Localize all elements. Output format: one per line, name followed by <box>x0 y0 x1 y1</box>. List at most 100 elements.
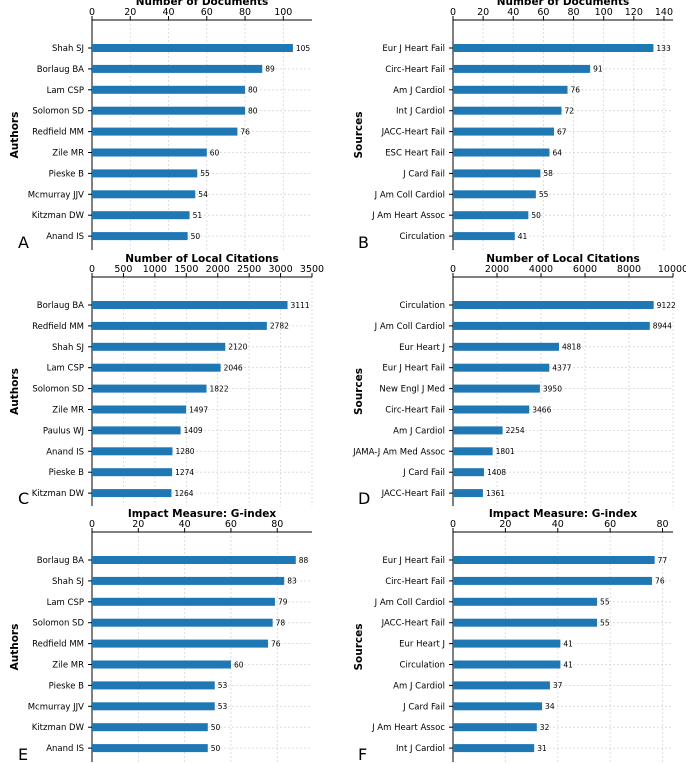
value-label: 51 <box>193 211 203 220</box>
category-label: Circulation <box>399 232 445 242</box>
value-label: 50 <box>211 744 221 753</box>
x-tick-label: 8000 <box>617 264 641 275</box>
category-label: J Am Heart Assoc <box>371 211 445 221</box>
panel-letter: F <box>358 745 367 764</box>
bar <box>453 405 530 414</box>
value-label: 78 <box>276 619 286 628</box>
value-label: 88 <box>299 556 309 565</box>
bar <box>453 190 536 199</box>
value-label: 41 <box>563 660 573 669</box>
value-label: 2782 <box>270 322 289 331</box>
value-label: 55 <box>539 190 549 199</box>
chart-title: Impact Measure: G-index <box>128 508 277 520</box>
x-tick-label: 140 <box>655 7 673 18</box>
category-label: Eur Heart J <box>399 343 445 353</box>
bar <box>453 321 650 330</box>
panel-letter: D <box>358 489 370 508</box>
category-label: Am J Cardiol <box>393 681 445 691</box>
value-label: 53 <box>218 702 228 711</box>
category-label: Mcmurray JJV <box>28 702 84 712</box>
category-label: Pieske B <box>49 169 85 179</box>
x-tick-label: 2000 <box>206 264 230 275</box>
category-label: Eur Heart J <box>399 640 445 650</box>
category-label: Solomon SD <box>32 385 84 395</box>
panel-d: Number of Local Citations 0 2000 4000 6000 80… <box>352 253 686 508</box>
x-tick-label: 0 <box>89 519 95 530</box>
bar <box>92 64 263 73</box>
category-label: Anand IS <box>46 447 84 457</box>
bar <box>453 468 484 477</box>
x-tick-label: 4000 <box>529 264 553 275</box>
category-label: J Card Fail <box>402 169 445 179</box>
bar <box>92 363 221 372</box>
value-label: 2046 <box>224 364 243 373</box>
value-label: 55 <box>600 598 610 607</box>
category-label: J Card Fail <box>402 468 445 478</box>
value-label: 105 <box>296 44 311 53</box>
x-tick-label: 20 <box>477 7 489 18</box>
category-label: Am J Cardiol <box>393 86 445 96</box>
value-label: 76 <box>571 86 581 95</box>
category-label: JACC-Heart Fail <box>381 619 445 629</box>
category-label: Borlaug BA <box>37 301 84 311</box>
value-label: 1409 <box>184 426 203 435</box>
panel-c: Number of Local Citations 0 500 1000 1500 200… <box>9 253 324 508</box>
bar <box>92 190 196 199</box>
value-label: 50 <box>531 211 541 220</box>
value-label: 1408 <box>487 468 506 477</box>
value-label: 76 <box>655 577 665 586</box>
value-label: 83 <box>287 577 297 586</box>
category-label: Eur J Heart Fail <box>382 44 445 54</box>
category-label: J Am Coll Cardiol <box>374 598 445 608</box>
bar <box>92 660 231 669</box>
bar <box>92 301 288 309</box>
value-label: 89 <box>265 65 275 74</box>
category-label: Solomon SD <box>32 619 84 629</box>
chart-title: Number of Documents <box>136 0 269 8</box>
x-tick-label: 120 <box>625 7 643 18</box>
x-tick-label: 60 <box>201 7 213 18</box>
category-label: Shah SJ <box>52 44 84 54</box>
x-tick-label: 60 <box>604 519 616 530</box>
category-label: Eur J Heart Fail <box>382 364 445 374</box>
chart-title: Number of Documents <box>497 0 630 8</box>
x-tick-label: 80 <box>271 519 283 530</box>
value-label: 72 <box>564 107 574 116</box>
chart-title: Number of Local Citations <box>486 253 640 265</box>
bar <box>92 426 181 435</box>
bar <box>92 639 268 648</box>
panel-e: Impact Measure: G-index 0 20 40 60 80 Authors B… <box>9 508 312 764</box>
x-tick-label: 1000 <box>143 264 167 275</box>
value-label: 41 <box>563 639 573 648</box>
value-label: 80 <box>248 86 258 95</box>
category-label: Borlaug BA <box>37 65 84 75</box>
x-tick-label: 2000 <box>485 264 509 275</box>
category-label: JAMA-J Am Med Assoc <box>352 447 445 457</box>
bar <box>92 576 285 585</box>
y-axis-label: Authors <box>9 624 21 671</box>
panel-b: Number of Documents 0 20 40 60 80 100 120 140 Sou… <box>353 0 673 252</box>
bar <box>453 363 550 372</box>
panel-a: Number of Documents 0 20 40 60 80 100 Authors Sh… <box>9 0 312 252</box>
category-label: New Engl J Med <box>379 385 445 395</box>
category-label: Circ-Heart Fail <box>385 65 445 75</box>
value-label: 3950 <box>543 384 562 393</box>
category-label: Shah SJ <box>52 343 84 353</box>
x-tick-label: 20 <box>132 519 144 530</box>
bar <box>453 618 598 627</box>
category-label: JACC-Heart Fail <box>381 128 445 138</box>
bar <box>92 597 275 606</box>
bar <box>453 426 503 435</box>
bar <box>92 447 173 456</box>
panel-f: Impact Measure: G-index 0 20 40 60 80 Sources E… <box>353 508 673 764</box>
value-label: 2120 <box>228 343 247 352</box>
x-tick-label: 0 <box>89 264 95 275</box>
value-label: 133 <box>656 44 671 53</box>
value-label: 4377 <box>552 364 571 373</box>
x-tick-label: 40 <box>507 7 519 18</box>
bar <box>92 211 190 220</box>
panel-letter: C <box>18 489 29 508</box>
bar <box>92 342 226 351</box>
value-label: 1264 <box>174 489 193 498</box>
